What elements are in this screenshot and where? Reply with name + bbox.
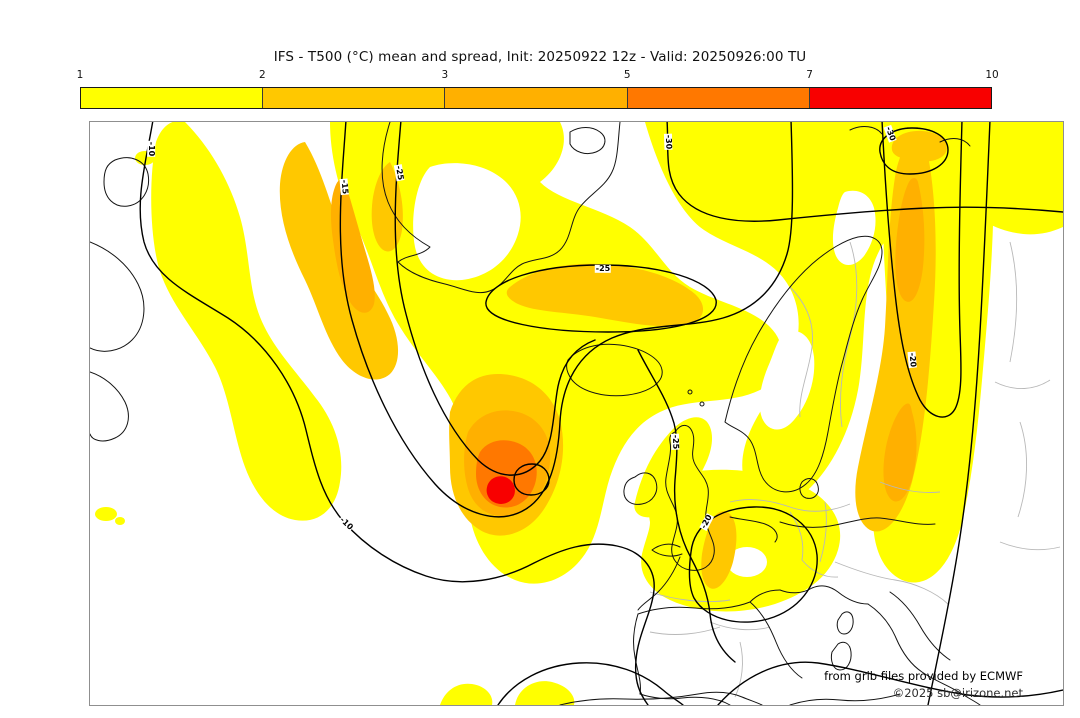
colorbar-segment [809, 88, 992, 108]
contour-label: -20 [907, 351, 918, 369]
attribution-source: from grib files provided by ECMWF [824, 668, 1023, 683]
contour-label: -10 [146, 140, 157, 158]
colorbar-tick-label: 1 [76, 69, 84, 81]
colorbar-segment [263, 88, 446, 108]
contour-label: -30 [883, 124, 898, 144]
coastline-layer [90, 122, 981, 705]
attribution-copyright: ©2025 sb@irizone.net [892, 685, 1023, 700]
shading-layer [95, 122, 1063, 705]
colorbar-segment [445, 88, 628, 108]
colorbar-segment [81, 88, 264, 108]
map-canvas [90, 122, 1063, 705]
chart-title: IFS - T500 (°C) mean and spread, Init: 2… [273, 49, 807, 65]
contour-layer [139, 122, 1063, 705]
colorbar-tick-label: 7 [806, 69, 813, 81]
map-panel: -10 -15 -25 -30 -30 -25 -20 -25 -10 -20 from grib… [89, 121, 1064, 706]
colorbar-tick-label: 10 [985, 69, 999, 81]
attribution: from grib files provided by ECMWF ©2025 … [824, 668, 1023, 703]
colorbar-segment [627, 88, 810, 108]
contour-label: -30 [663, 133, 674, 151]
contour-label-layer: -10 -15 -25 -30 -30 -25 -20 -25 -10 -20 [90, 122, 1063, 705]
colorbar-tick-label: 2 [259, 69, 266, 81]
colorbar: 1 2 3 5 7 10 [76, 69, 999, 109]
colorbar-tick-label: 3 [441, 69, 449, 81]
contour-label: -10 [337, 515, 355, 533]
border-layer [649, 241, 1061, 698]
contour-label: -15 [339, 178, 350, 196]
contour-label: -25 [670, 433, 681, 451]
colorbar-scale [80, 87, 992, 109]
colorbar-tick-row: 1 2 3 5 7 10 [76, 69, 999, 86]
colorbar-tick-label: 5 [623, 69, 631, 81]
contour-label: -25 [393, 164, 406, 182]
contour-label: -25 [594, 263, 612, 274]
contour-label: -20 [699, 512, 715, 532]
